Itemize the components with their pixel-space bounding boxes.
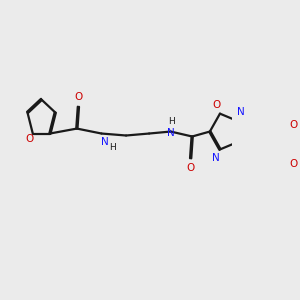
Text: O: O (26, 134, 34, 145)
Text: O: O (290, 159, 298, 170)
Text: N: N (167, 128, 175, 137)
Text: H: H (109, 143, 116, 152)
Text: H: H (168, 117, 175, 126)
Text: O: O (187, 163, 195, 173)
Text: N: N (101, 137, 108, 147)
Text: O: O (212, 100, 220, 110)
Text: N: N (237, 106, 245, 117)
Text: O: O (74, 92, 83, 102)
Text: N: N (212, 153, 220, 164)
Text: O: O (290, 120, 298, 130)
